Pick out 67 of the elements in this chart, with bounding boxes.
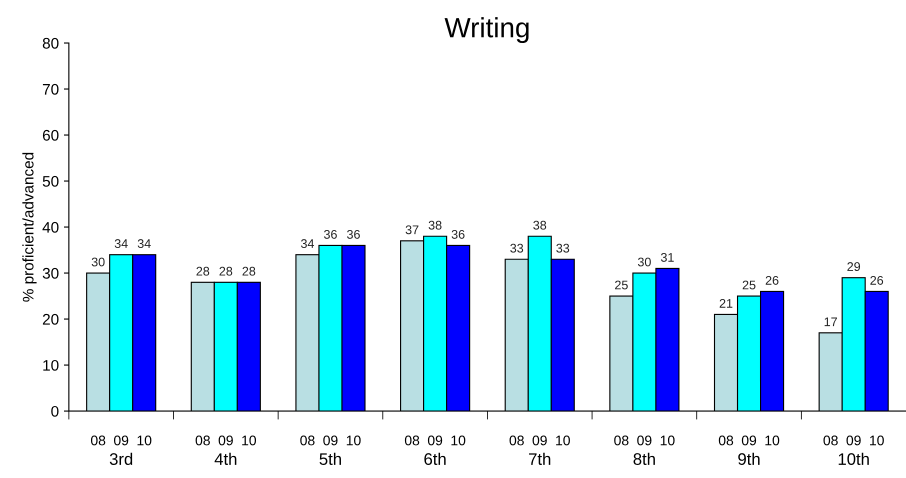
text: 08: [614, 436, 628, 446]
text: 09: [428, 436, 442, 446]
y-tick-label: 50: [42, 176, 59, 187]
text: 10: [870, 436, 884, 446]
x-tick-label: 5th: [320, 452, 341, 465]
text: 10: [556, 436, 570, 446]
y-tick-label: 40: [42, 222, 59, 233]
x-tick-label: 6th: [424, 452, 446, 465]
x-tick-label: 3rd: [110, 452, 132, 465]
data-label: 25: [615, 280, 628, 290]
x-tick-label: 10th: [838, 452, 869, 465]
y-tick-label: 0: [51, 406, 59, 417]
text: 09: [218, 436, 233, 446]
text: 08: [718, 436, 734, 446]
data-label: 34: [300, 239, 314, 248]
y-tick-label: 30: [42, 268, 59, 279]
data-label: 26: [766, 276, 778, 285]
data-label: 28: [242, 266, 256, 276]
text: 08: [404, 436, 420, 446]
data-label: 28: [220, 266, 232, 276]
data-label: 37: [406, 225, 418, 234]
data-label: 38: [533, 220, 546, 230]
data-label: 33: [556, 244, 570, 253]
x-tick-label: 7th: [529, 452, 550, 465]
data-label: 34: [114, 239, 128, 248]
data-label: 36: [452, 230, 465, 239]
text: 10: [660, 436, 675, 446]
data-label: 34: [138, 239, 151, 248]
x-tick-label: 4th: [214, 452, 236, 465]
text: 08: [510, 436, 524, 446]
data-label: 30: [92, 258, 105, 266]
y-tick-label: 10: [43, 360, 59, 371]
data-label: 30: [638, 258, 651, 266]
text: 09: [532, 436, 547, 446]
data-label: 36: [347, 230, 360, 239]
data-label: 28: [196, 266, 210, 276]
y-tick-label: 70: [42, 84, 59, 95]
data-label: 38: [428, 220, 442, 230]
text: 10: [346, 436, 361, 446]
text: 09: [637, 436, 652, 446]
text: 08: [196, 436, 210, 446]
y-tick-label: 20: [42, 314, 59, 325]
data-label: 21: [720, 298, 732, 308]
text: 09: [323, 436, 338, 446]
y-tick-label: 80: [42, 38, 59, 49]
text: 10: [242, 436, 256, 446]
series-label: 10: [138, 436, 152, 446]
data-label: 31: [660, 252, 674, 262]
series-label: 08: [90, 436, 106, 446]
series-label: 09: [114, 436, 128, 446]
text: 08: [300, 436, 315, 446]
data-label: 25: [742, 280, 756, 290]
text: 09: [742, 436, 756, 446]
data-label: 36: [324, 230, 337, 239]
data-label: 33: [510, 244, 524, 253]
text: 10: [451, 436, 466, 446]
data-label: 29: [847, 262, 860, 272]
x-tick-label: 8th: [634, 452, 655, 465]
data-label: 17: [824, 318, 837, 326]
text: 08: [823, 436, 838, 446]
y-tick-label: 60: [42, 130, 59, 141]
chart-title: Writing: [444, 17, 529, 44]
x-tick-label: 9th: [738, 452, 760, 465]
text: 10: [765, 436, 780, 446]
text: 09: [846, 436, 861, 446]
data-label: 26: [870, 276, 884, 285]
y-axis-title: % proficient/advanced: [22, 152, 37, 302]
